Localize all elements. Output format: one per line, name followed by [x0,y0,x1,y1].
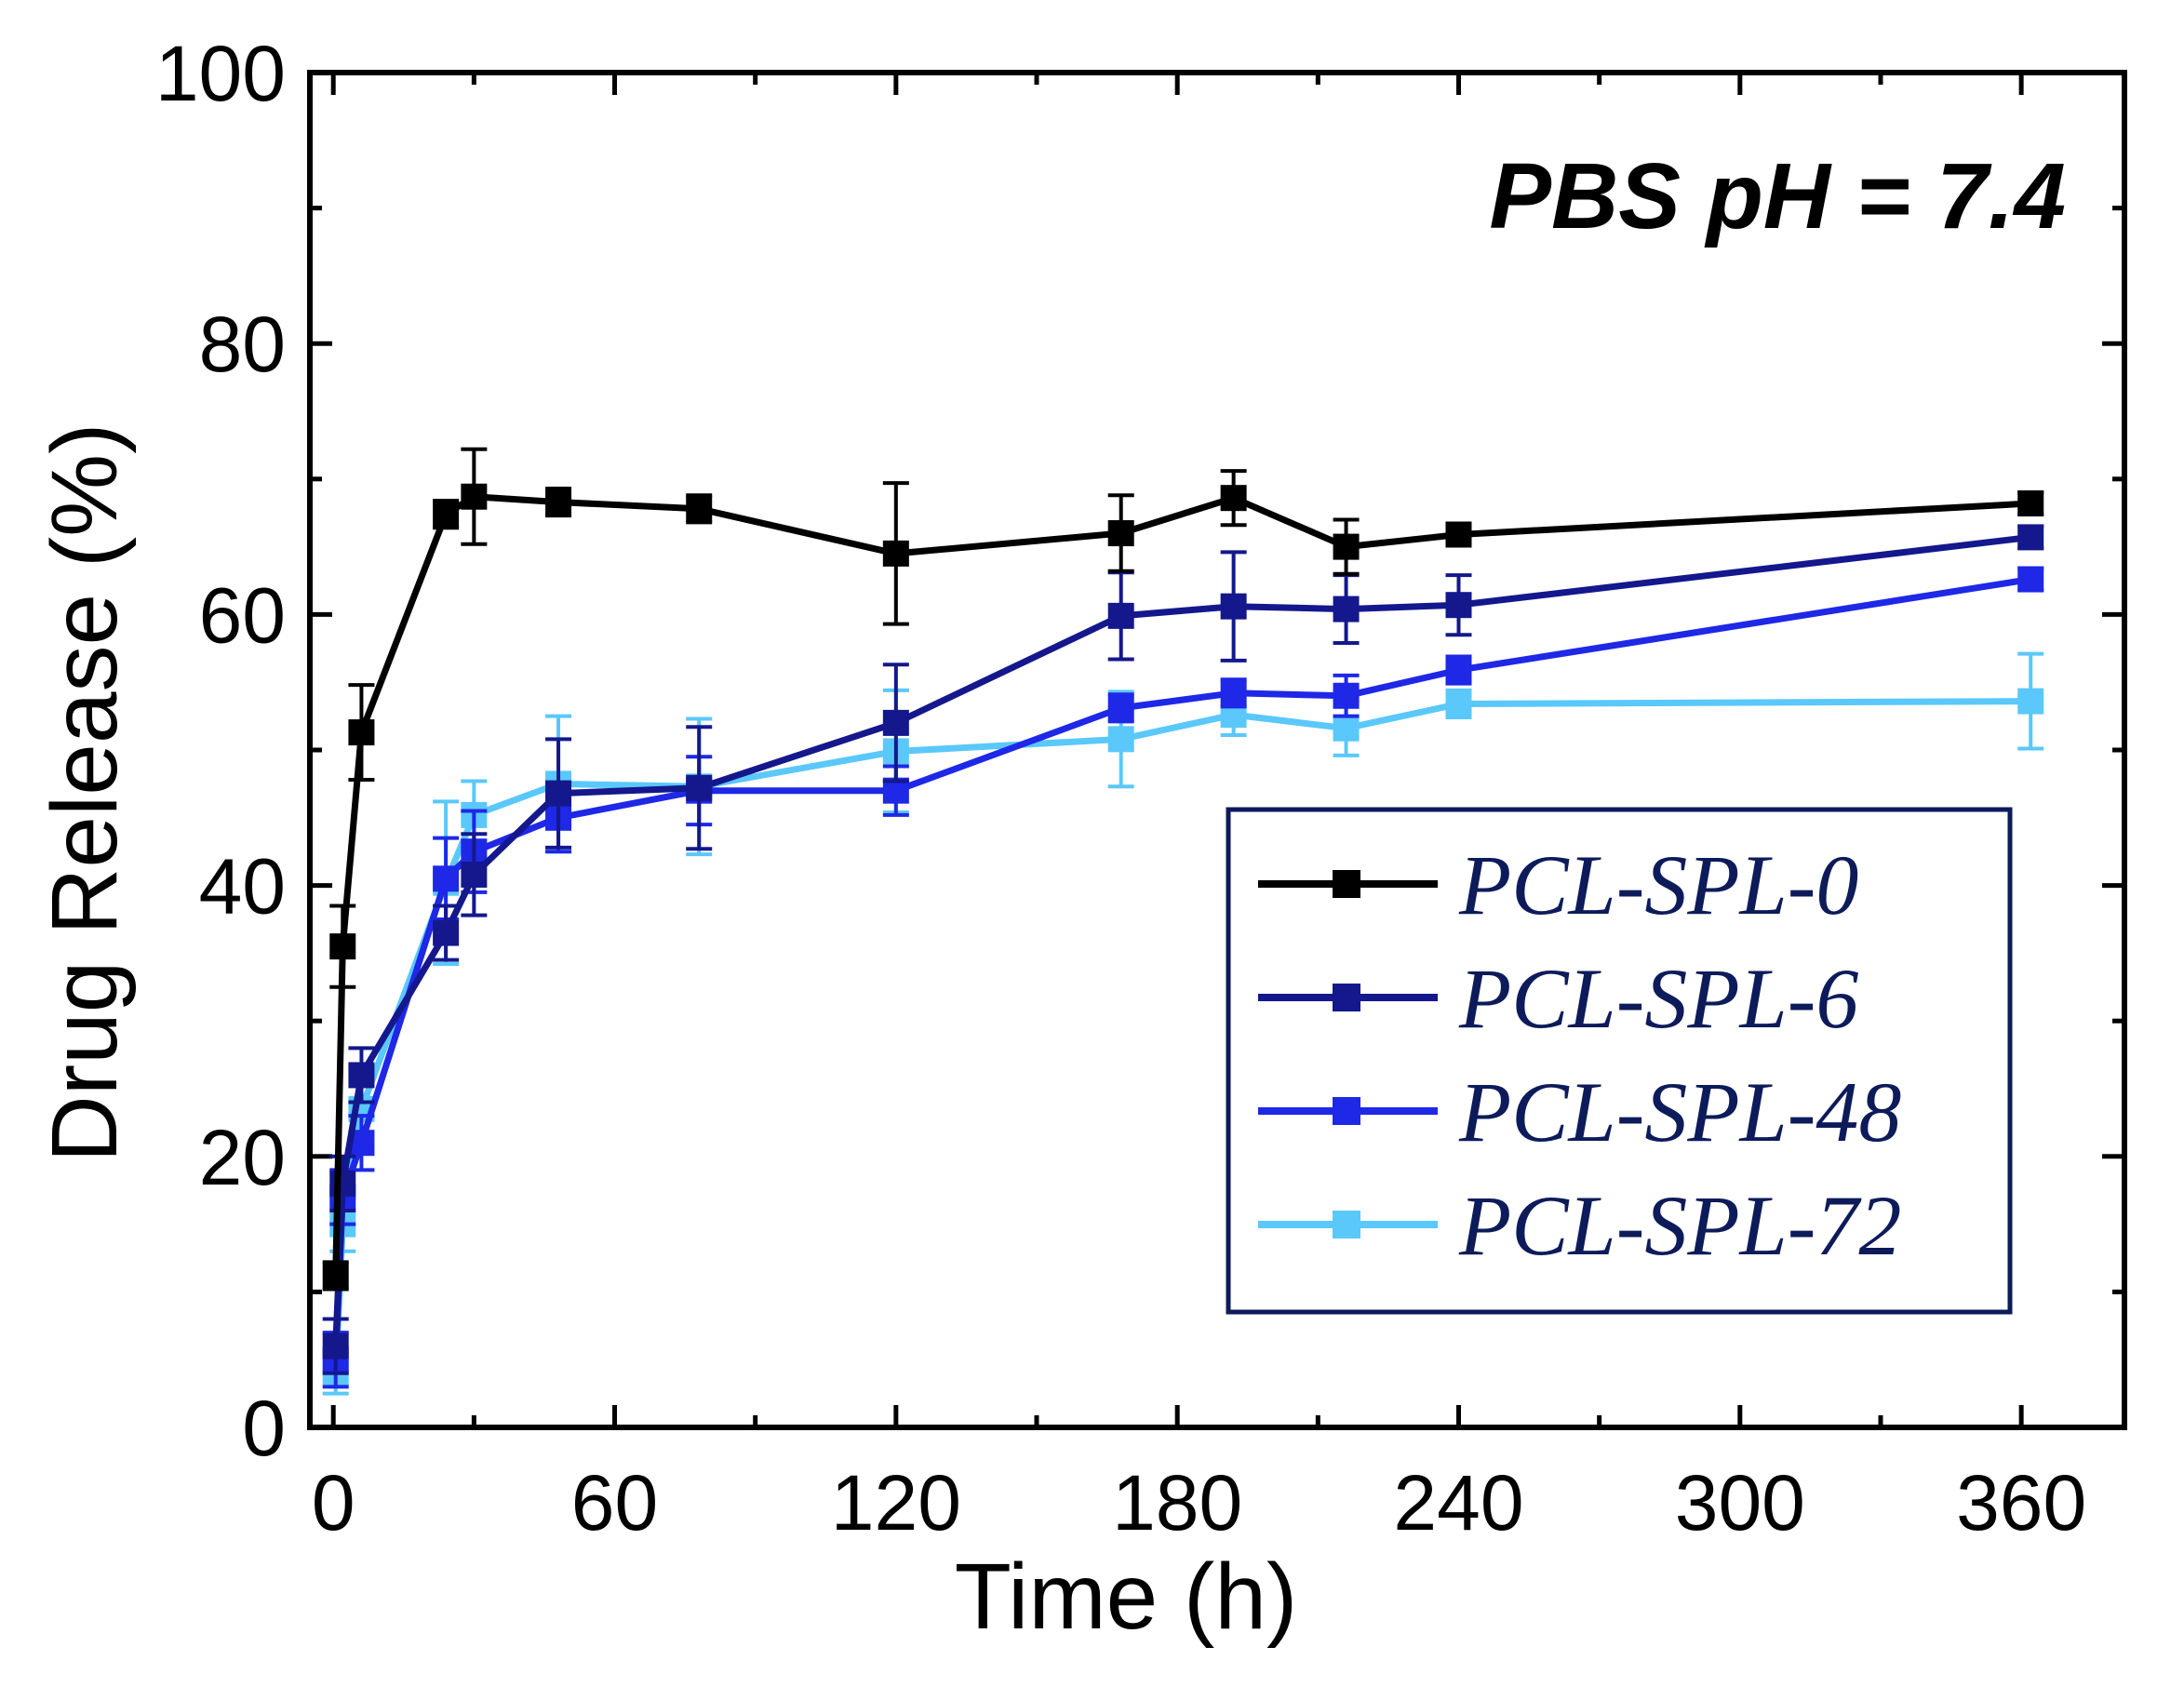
x-tick-label: 240 [1393,1459,1523,1546]
data-point [1333,715,1360,742]
data-point [461,861,488,888]
data-point [1220,679,1247,706]
tick-labels: 0 60 120 180 240 300 360 0 20 40 60 80 100 [155,30,2086,1546]
x-tick-label: 180 [1112,1459,1242,1546]
data-point [2017,490,2044,517]
data-point [1445,690,1472,717]
condition-annotation: PBS pH = 7.4 [1489,144,2066,248]
series-layer [322,447,2044,1396]
data-point [1220,485,1247,512]
y-axis-title: Drug Release (%) [33,423,137,1163]
data-point [322,1332,349,1359]
y-tick-label: 40 [199,843,286,931]
data-point [1445,657,1472,684]
legend-label-pcl-spl-0: PCL-SPL-0 [1458,837,1858,932]
data-point [1333,533,1360,560]
x-tick-label: 0 [312,1459,355,1546]
data-point [322,1262,349,1289]
data-point [1107,602,1134,629]
series-pcl-spl-0 [322,447,2044,1292]
y-tick-label: 20 [199,1114,286,1201]
legend-label-pcl-spl-48: PCL-SPL-48 [1458,1064,1901,1159]
x-tick-label: 300 [1675,1459,1805,1546]
data-point [1107,726,1134,753]
data-point [686,774,713,801]
data-point [1220,593,1247,620]
x-tick-label: 120 [831,1459,961,1546]
legend-marker-pcl-spl-6 [1333,984,1360,1011]
data-point [329,1170,356,1197]
y-tick-label: 80 [199,301,286,388]
y-tick-label: 100 [155,30,286,117]
data-point [2017,688,2044,715]
data-point [1333,596,1360,623]
data-point [2017,524,2044,551]
legend-label-pcl-spl-6: PCL-SPL-6 [1458,951,1858,1046]
data-point [461,483,488,510]
data-point [329,933,356,960]
data-point [545,489,572,515]
data-point [433,501,460,528]
data-point [348,1062,375,1089]
data-point [882,709,909,736]
y-tick-label: 60 [199,571,286,659]
data-point [2017,566,2044,593]
x-tick-label: 60 [571,1459,658,1546]
data-point [433,919,460,946]
data-point [686,495,713,522]
legend-marker-pcl-spl-48 [1333,1097,1360,1125]
legend-label-pcl-spl-72: PCL-SPL-72 [1458,1178,1901,1273]
data-point [1107,694,1134,721]
data-point [545,780,572,807]
y-tick-label: 0 [242,1385,286,1472]
x-axis-title: Time (h) [955,1545,1298,1649]
data-point [1445,592,1472,619]
legend-marker-pcl-spl-72 [1333,1211,1360,1238]
legend: PCL-SPL-0 PCL-SPL-6 PCL-SPL-48 PCL-SPL-72 [1226,807,2013,1315]
data-point [1333,682,1360,709]
data-point [348,719,375,746]
plot-frame [307,70,2127,1430]
data-point [433,865,460,892]
x-tick-label: 360 [1956,1459,2086,1546]
data-point [1445,521,1472,548]
data-point [882,540,909,567]
legend-marker-pcl-spl-0 [1333,870,1360,898]
data-point [1107,520,1134,547]
